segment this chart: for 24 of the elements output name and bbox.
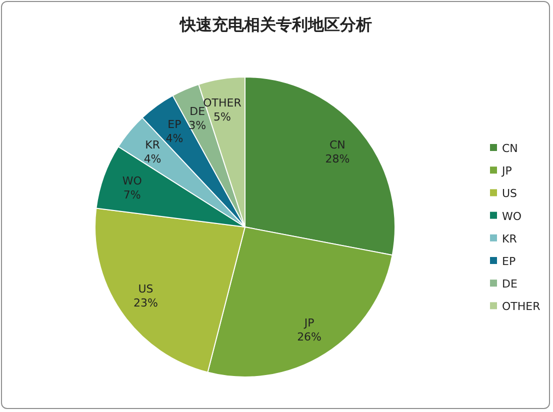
data-label: 4% [166,132,184,145]
slice-label: JP [303,316,315,330]
slice-label: KR [145,138,160,152]
legend-label: KR [502,232,518,246]
legend-label: DE [502,278,518,291]
data-label: 23% [134,296,158,310]
slice-label: WO [122,174,142,188]
data-label: 7% [123,188,141,202]
legend-label: CN [502,142,518,155]
data-label: 4% [144,152,162,166]
legend-label: US [502,187,518,200]
slice-label: CN [330,138,346,152]
chart-title: 快速充电相关专利地区分析 [179,15,372,34]
data-label: 5% [214,110,231,124]
data-label: 28% [325,152,350,166]
legend-label: JP [501,164,512,178]
slice-label: US [138,282,154,296]
legend-label: EP [502,255,516,268]
legend-label: WO [502,210,522,223]
slice-label: EP [168,118,182,131]
legend-label: OTHER [502,300,541,314]
data-label: 3% [188,118,206,132]
data-label: 26% [297,330,322,344]
slice-label: DE [190,104,206,118]
